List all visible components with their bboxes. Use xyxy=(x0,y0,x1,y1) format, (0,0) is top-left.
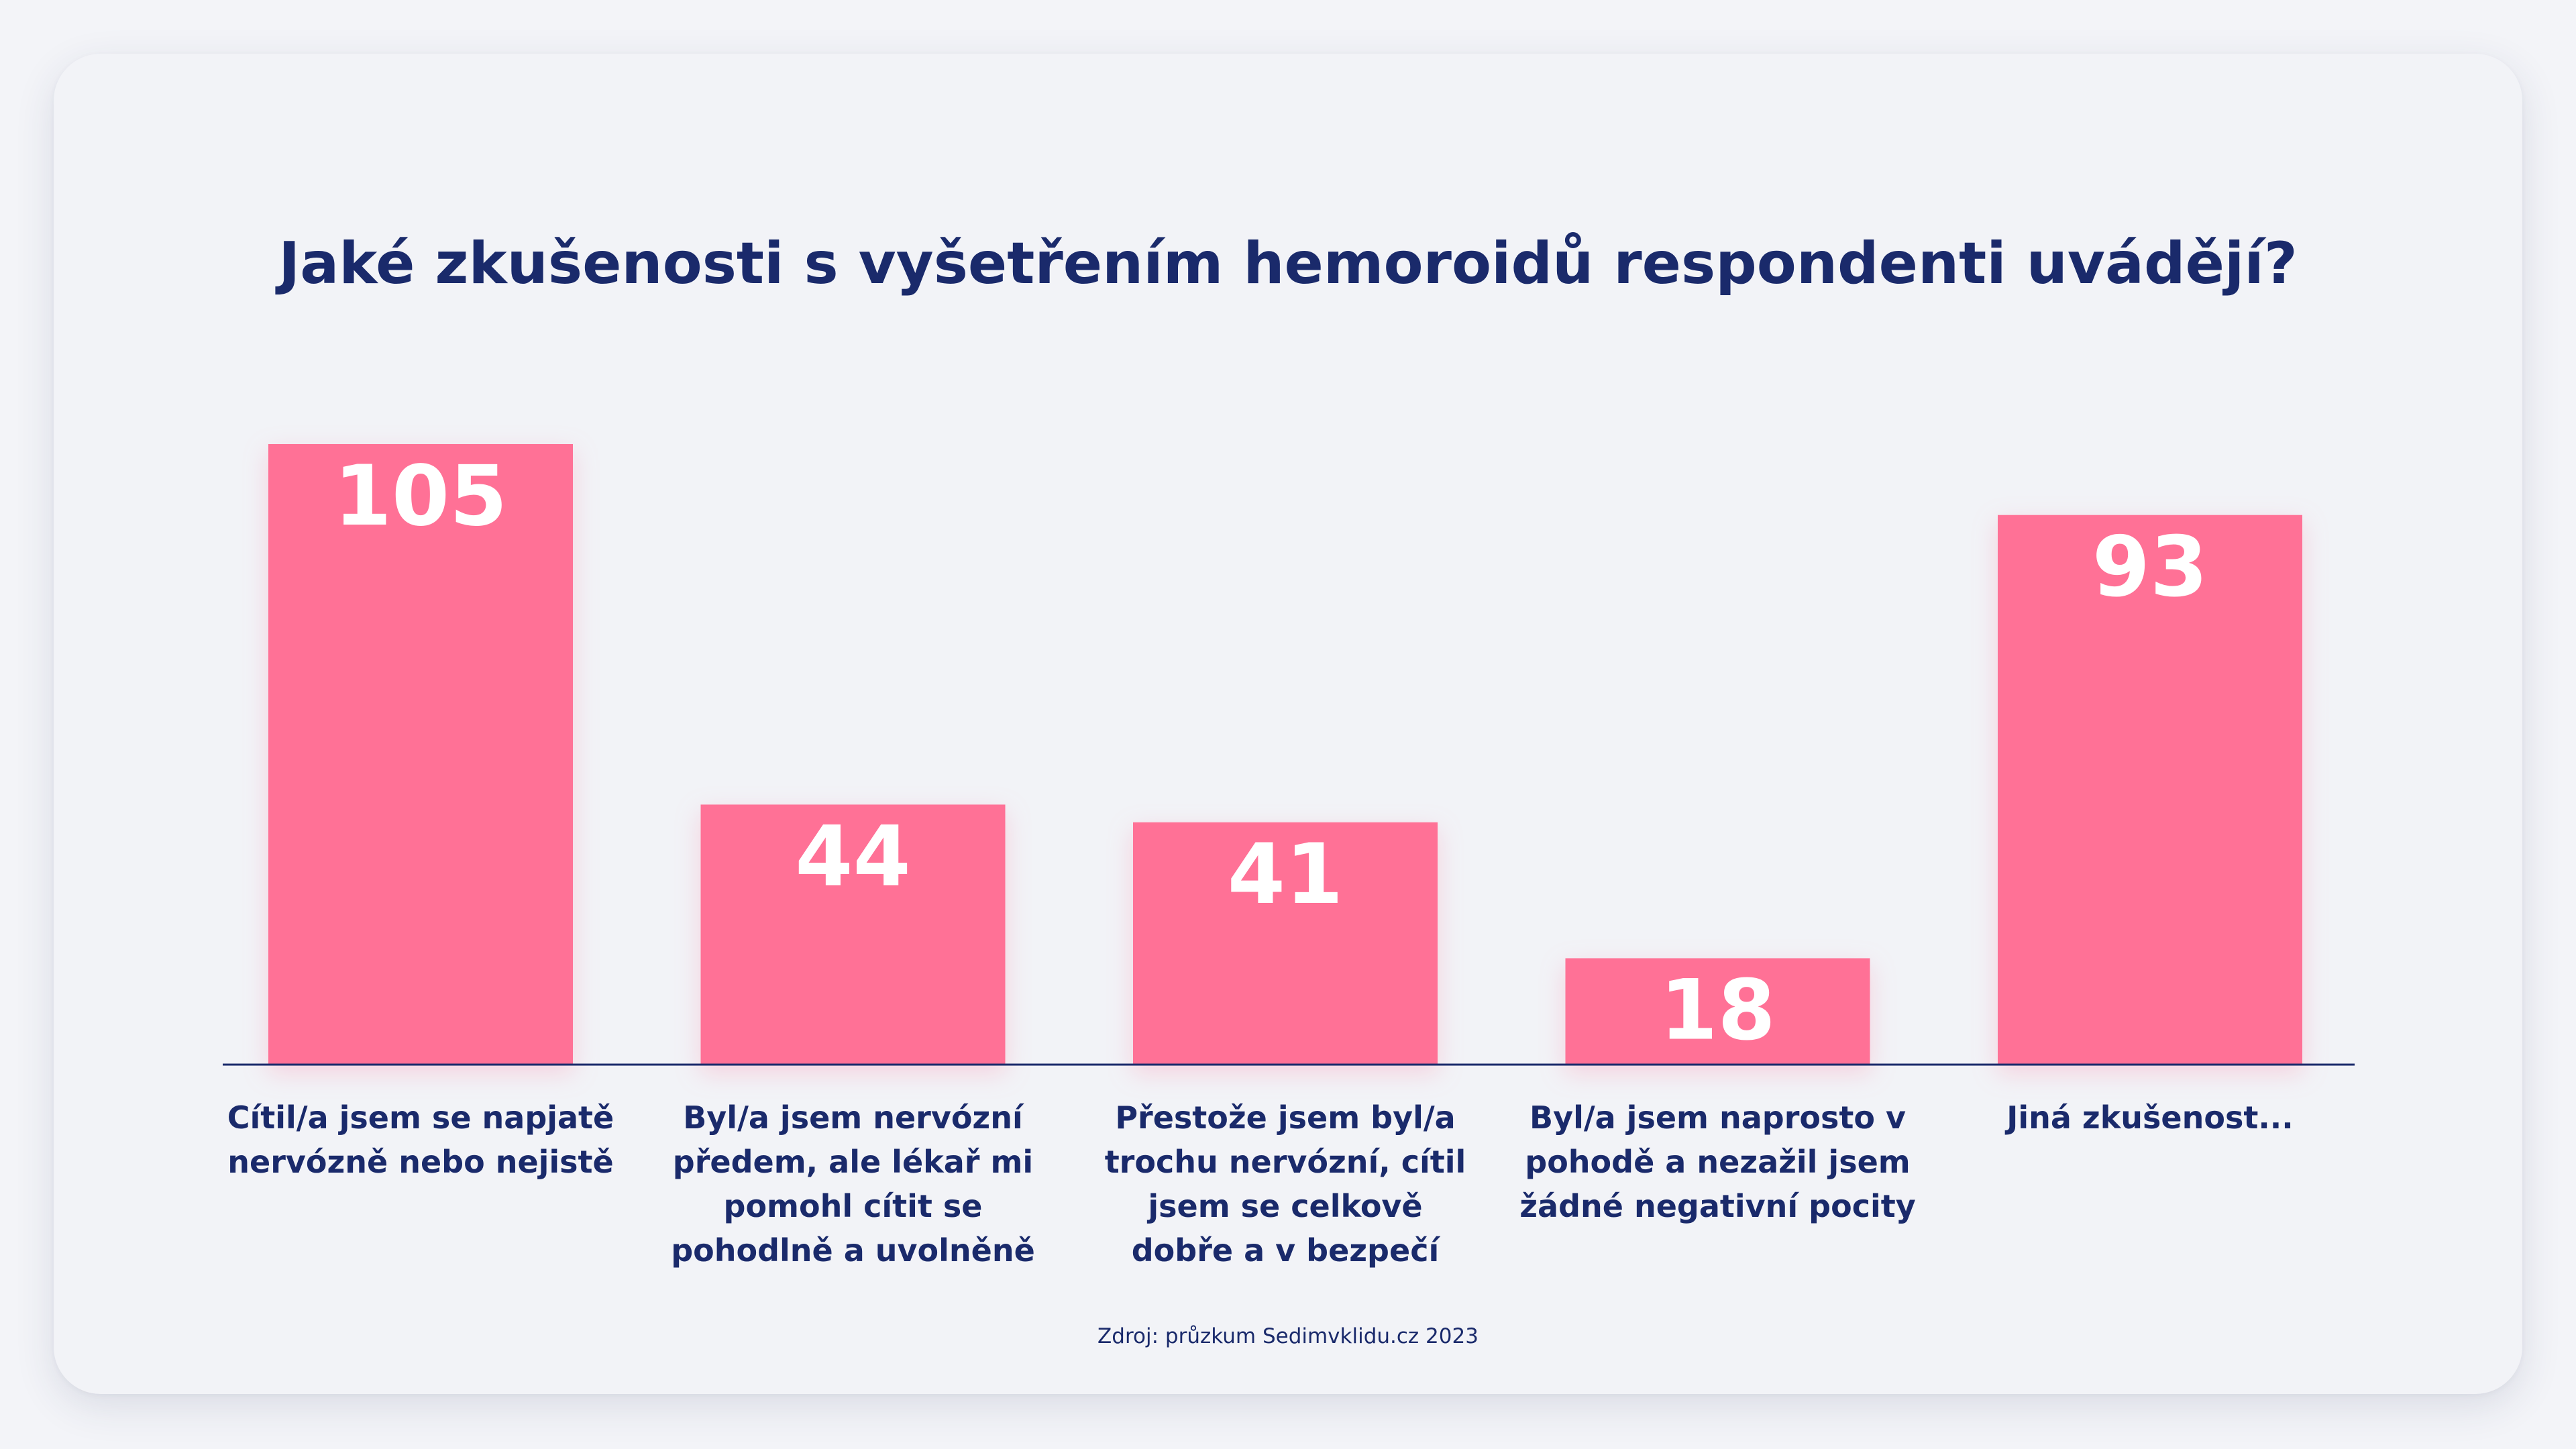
bar-4 xyxy=(1565,958,1870,1065)
category-label-5: Jiná zkušenost... xyxy=(2004,1099,2294,1136)
category-label-line: předem, ale lékař mi xyxy=(673,1144,1033,1180)
category-label-2: Byl/a jsem nervózní předem, ale lékař mi p… xyxy=(671,1099,1035,1269)
source-note: Zdroj: průzkum Sedimvklidu.cz 2023 xyxy=(1097,1324,1479,1348)
category-label-1: Cítil/a jsem se napjatě nervózně nebo nej… xyxy=(227,1099,614,1180)
category-label-line: pohodě a nezažil jsem xyxy=(1525,1144,1910,1180)
value-label-5: 93 xyxy=(2092,519,2208,616)
category-label-line: Přestože jsem byl/a xyxy=(1115,1099,1455,1136)
category-label-line: trochu nervózní, cítil xyxy=(1105,1144,1466,1180)
category-label-line: Byl/a jsem naprosto v xyxy=(1529,1099,1906,1136)
value-label-3: 41 xyxy=(1228,826,1344,923)
category-label-line: dobře a v bezpečí xyxy=(1132,1232,1441,1269)
bar-5 xyxy=(1998,515,2302,1065)
bar-2 xyxy=(700,804,1006,1065)
bar-1 xyxy=(268,444,573,1065)
value-label-1: 105 xyxy=(334,448,508,545)
category-label-line: žádné negativní pocity xyxy=(1519,1188,1915,1224)
bar-3 xyxy=(1133,822,1438,1065)
category-label-line: nervózně nebo nejistě xyxy=(227,1144,614,1180)
category-label-line: Byl/a jsem nervózní xyxy=(683,1099,1024,1136)
value-label-2: 44 xyxy=(795,808,911,905)
category-label-line: Jiná zkušenost... xyxy=(2004,1099,2294,1136)
category-label-line: Cítil/a jsem se napjatě xyxy=(227,1099,614,1136)
category-label-4: Byl/a jsem naprosto v pohodě a nezažil js… xyxy=(1519,1099,1915,1224)
category-label-line: jsem se celkově xyxy=(1146,1188,1422,1224)
chart-title: Jaké zkušenosti s vyšetřením hemoroidů r… xyxy=(278,230,2298,297)
category-label-3: Přestože jsem byl/a trochu nervózní, cíti… xyxy=(1105,1099,1466,1269)
value-label-4: 18 xyxy=(1660,962,1776,1059)
category-label-line: pohodlně a uvolněně xyxy=(671,1232,1035,1269)
category-label-line: pomohl cítit se xyxy=(724,1188,983,1224)
